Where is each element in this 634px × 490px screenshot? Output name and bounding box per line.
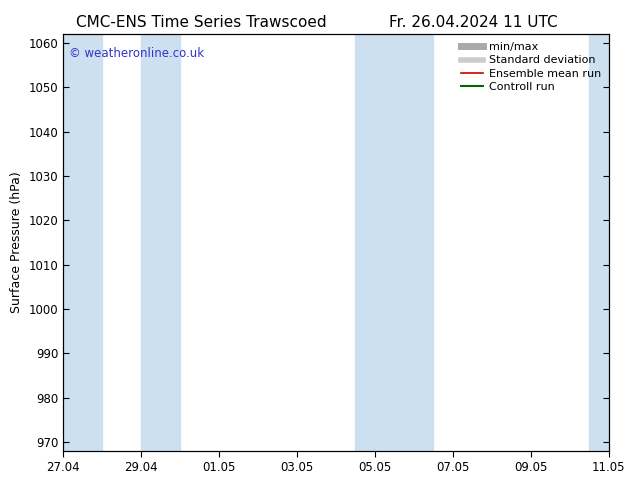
Text: Fr. 26.04.2024 11 UTC: Fr. 26.04.2024 11 UTC <box>389 15 558 30</box>
Y-axis label: Surface Pressure (hPa): Surface Pressure (hPa) <box>10 172 23 314</box>
Text: © weatheronline.co.uk: © weatheronline.co.uk <box>69 47 204 60</box>
Bar <box>141 34 180 451</box>
Legend: min/max, Standard deviation, Ensemble mean run, Controll run: min/max, Standard deviation, Ensemble me… <box>456 38 605 97</box>
Text: CMC-ENS Time Series Trawscoed: CMC-ENS Time Series Trawscoed <box>76 15 327 30</box>
Bar <box>63 34 102 451</box>
Bar <box>356 34 434 451</box>
Bar <box>589 34 609 451</box>
